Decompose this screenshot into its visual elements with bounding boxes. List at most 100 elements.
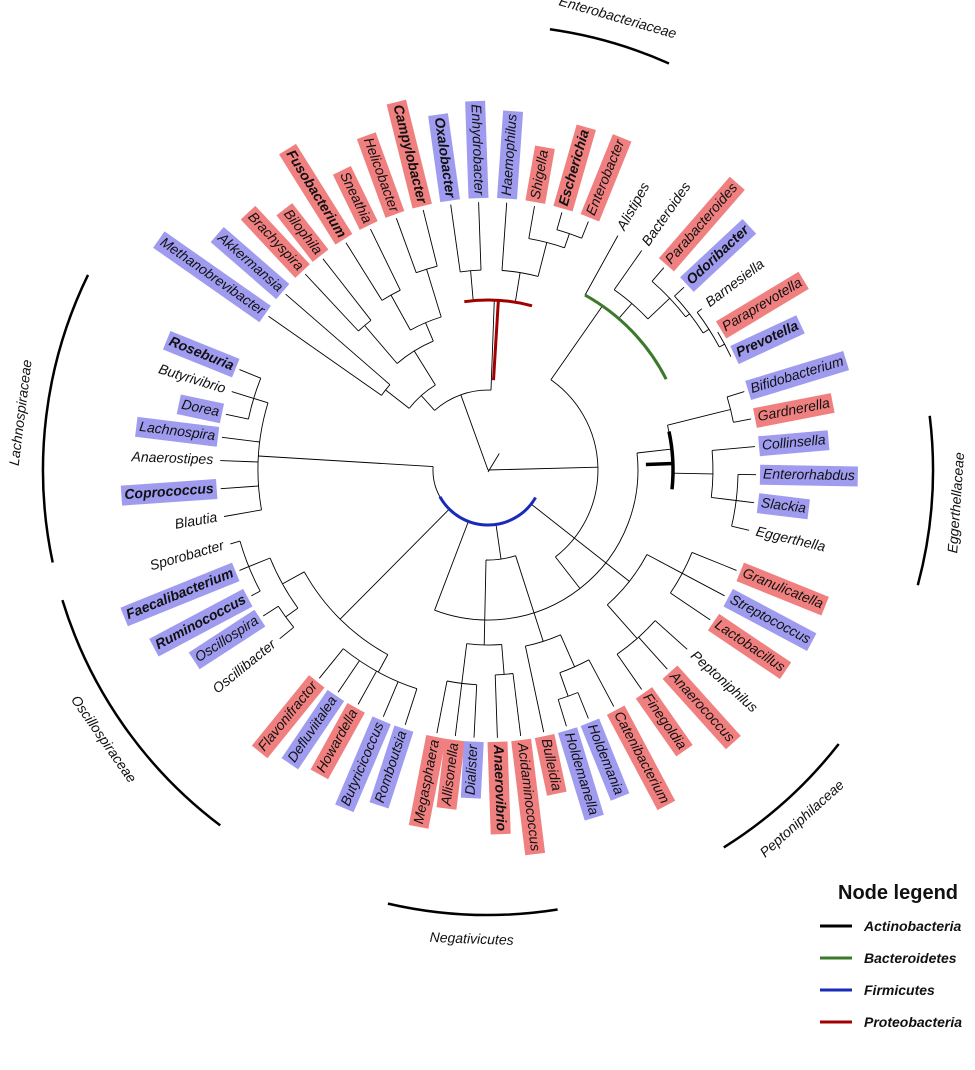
legend-title: Node legend [838, 882, 958, 904]
leaf-label: Blautia [173, 509, 218, 532]
leaf-taxon: Collinsella [758, 430, 830, 457]
tree-branch [711, 496, 737, 501]
tree-branch [487, 466, 599, 471]
leaf-highlight-box [149, 588, 253, 657]
leaf-taxon: Slackia [756, 493, 810, 520]
family-arc [549, 28, 670, 65]
tree-branch [560, 634, 576, 667]
family-arc [723, 743, 840, 849]
firmicutes-clade-arc [438, 495, 537, 527]
tree-branch [647, 297, 671, 320]
tree-branch [230, 540, 241, 545]
tree-branch [304, 273, 318, 288]
leaf-taxon: Dialister [460, 741, 484, 799]
leaf-highlight-box [580, 134, 632, 222]
tree-branch [385, 389, 410, 409]
leaf-taxon: Eggerthella [754, 523, 827, 555]
leaf-label: Eggerthella [754, 523, 827, 555]
tree-branch-arc [269, 557, 299, 609]
tree-branch [248, 557, 271, 568]
leaf-taxon: Anaerovibrio [487, 741, 511, 835]
leaf-highlight-box [723, 588, 817, 651]
leaf-label: Dorea [180, 396, 221, 420]
tree-branch-arc [408, 384, 436, 409]
tree-branch [220, 460, 259, 463]
tree-branch [282, 571, 305, 585]
tree-branch [636, 448, 672, 454]
leaf-highlight-box [356, 132, 405, 218]
tree-branch [613, 250, 643, 291]
tree-branch [424, 217, 438, 267]
leaf-taxon: Enterorhabdus [759, 464, 858, 487]
tree-branch [501, 644, 505, 675]
tree-branch [702, 328, 710, 334]
proteobacteria-clade-stem [491, 300, 500, 381]
leaf-taxon: Anaerostipes [130, 448, 213, 467]
tree-branch [357, 261, 383, 301]
tree-branch [461, 643, 468, 684]
family-label: Peptoniphilaceae [756, 776, 847, 860]
tree-branch [375, 240, 401, 291]
tree-branch [279, 626, 294, 640]
leaf-highlight-box [707, 613, 792, 680]
leaf-taxon: Alistipes [613, 179, 653, 233]
tree-branch-arc [257, 402, 269, 510]
tree-branch-arc [343, 648, 418, 690]
leaf-highlight-box [525, 145, 555, 204]
tree-branch [550, 305, 603, 381]
leaf-highlight-box [580, 718, 630, 801]
family-label: Lachnospiraceae [6, 358, 35, 466]
leaf-highlight-box [120, 479, 218, 506]
leaf-taxon: Bifidobacterium [745, 350, 850, 401]
leaf-highlight-box [487, 741, 511, 835]
tree-branch [370, 228, 377, 241]
tree-branch [537, 242, 548, 277]
leaf-label: Sporobacter [148, 536, 227, 573]
family-label: Enterobacteriaceae [557, 0, 678, 41]
tree-branch [478, 202, 482, 271]
tree-branch [584, 235, 619, 296]
tree-branch [470, 270, 474, 301]
leaf-taxon: Haemophilus [497, 110, 524, 200]
leaf-taxon: Coprococcus [120, 479, 218, 506]
tree-branch [651, 267, 665, 282]
leaf-highlight-box [511, 738, 546, 856]
leaf-highlight-box [279, 143, 353, 245]
leaf-highlight-box [460, 741, 484, 799]
tree-branch [512, 673, 522, 737]
tree-branch [224, 509, 262, 517]
tree-branch [691, 551, 725, 566]
leaf-taxon: Allisonella [436, 738, 465, 810]
leaf-taxon: Blautia [173, 509, 218, 532]
tree-branch [654, 620, 688, 650]
leaf-highlight-box [386, 99, 432, 209]
tree-branch [501, 202, 508, 271]
family-label: Eggerthellaceae [944, 451, 967, 553]
tree-branch [719, 343, 725, 348]
tree-branch [382, 681, 399, 717]
tree-branch [291, 331, 382, 396]
tree-branch [268, 315, 292, 333]
tree-branch-arc [613, 289, 649, 320]
leaf-taxon: Bulleidia [534, 733, 567, 796]
tree-branch-arc [616, 620, 656, 655]
leaf-highlight-box [465, 100, 489, 199]
tree-branch [681, 572, 725, 597]
tree-branch-arc [416, 265, 438, 274]
tree-branch [564, 233, 570, 248]
tree-branch [670, 592, 711, 621]
tree-branch [494, 674, 498, 738]
tree-branch [413, 350, 436, 386]
tree-branch [473, 684, 478, 738]
tree-branch-arc [607, 554, 648, 606]
leaf-highlight-box [745, 350, 850, 401]
tree-branch [588, 659, 615, 707]
tree-branch [339, 508, 450, 620]
tree-branch [528, 206, 535, 239]
tree-branch [557, 699, 567, 727]
leaf-highlight-box [606, 705, 676, 811]
tree-branch-arc [556, 229, 582, 239]
leaf-label: Enterorhabdus [763, 466, 855, 484]
tree-branch-arc [726, 396, 734, 423]
tree-branch-arc [396, 340, 434, 364]
